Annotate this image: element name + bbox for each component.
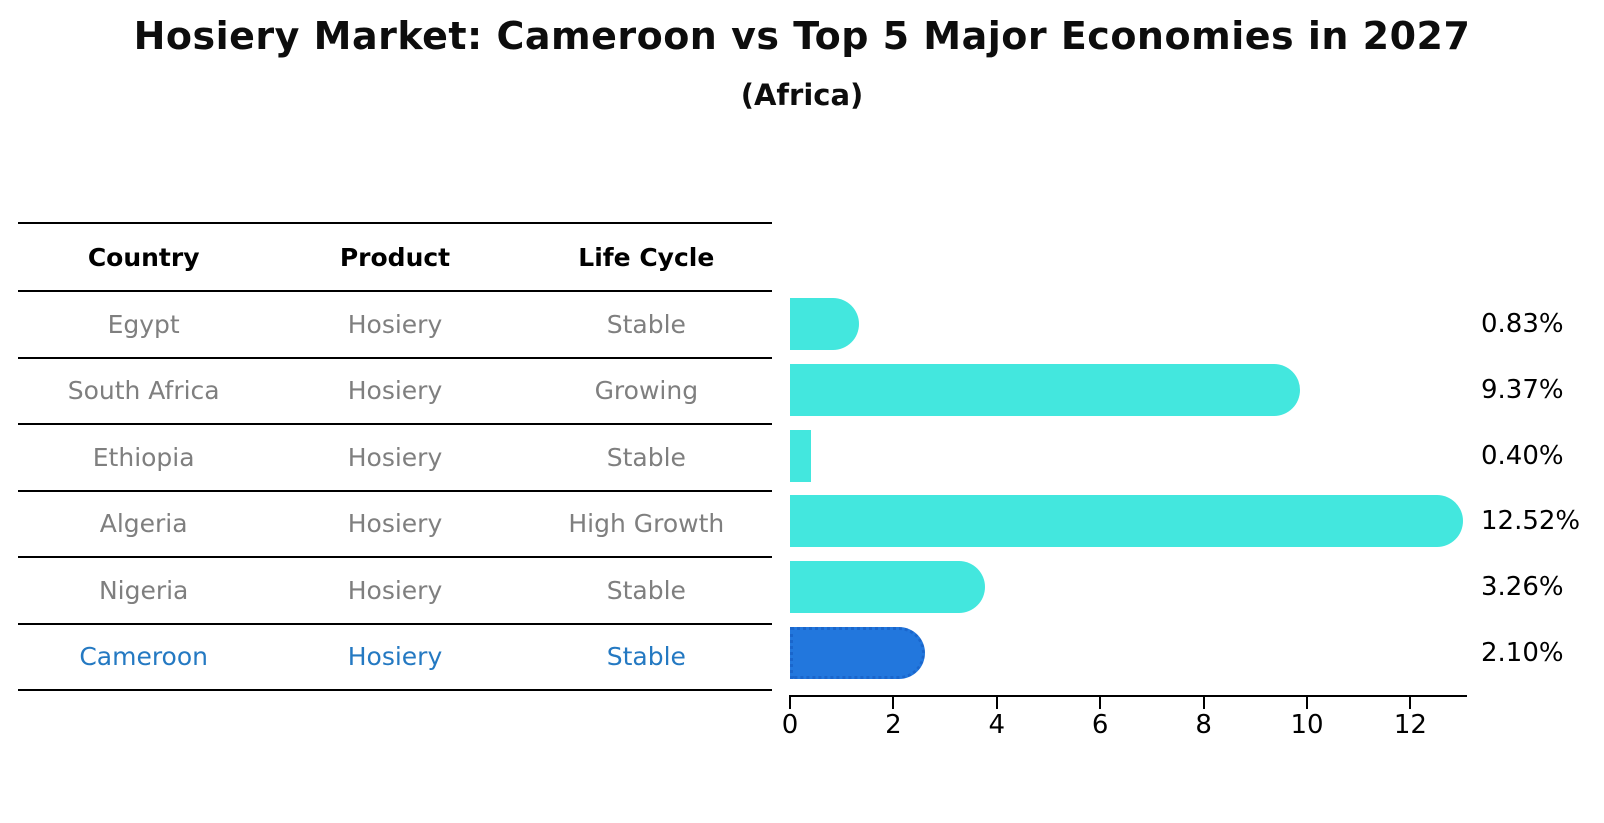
x-axis-tick-mark bbox=[1202, 697, 1205, 709]
table-cell-country: South Africa bbox=[67, 376, 220, 406]
bar-cameroon bbox=[790, 627, 925, 679]
table-cell-country: Algeria bbox=[99, 509, 188, 539]
table-cell-life-cycle: High Growth bbox=[568, 509, 725, 539]
chart-subtitle: (Africa) bbox=[740, 78, 864, 112]
chart-title: Hosiery Market: Cameroon vs Top 5 Major … bbox=[133, 14, 1471, 58]
table-cell-life-cycle: Stable bbox=[606, 575, 686, 605]
bar-algeria bbox=[790, 495, 1463, 548]
table-cell-country: Cameroon bbox=[79, 642, 208, 672]
table-row-nigeria: Nigeria Hosiery Stable bbox=[18, 556, 772, 623]
table-header-life-cycle: Life Cycle bbox=[578, 242, 715, 272]
value-label-egypt: 0.83% bbox=[1481, 309, 1564, 339]
table-header-product: Product bbox=[339, 242, 451, 272]
table-cell-life-cycle: Stable bbox=[606, 642, 686, 672]
x-axis-tick-label: 8 bbox=[1195, 710, 1212, 740]
bar-egypt bbox=[790, 298, 859, 350]
table-cell-product: Hosiery bbox=[347, 642, 443, 672]
table-cell-product: Hosiery bbox=[347, 442, 443, 472]
value-label-algeria: 12.52% bbox=[1481, 506, 1581, 537]
value-label-cameroon: 2.10% bbox=[1481, 638, 1564, 668]
table-body: Egypt Hosiery Stable South Africa Hosiery Gro… bbox=[18, 290, 772, 691]
table-cell-life-cycle: Growing bbox=[594, 376, 699, 406]
x-axis-tick-label: 6 bbox=[1091, 710, 1109, 740]
x-axis-tick-label: 4 bbox=[988, 710, 1006, 740]
value-label-south-africa: 9.37% bbox=[1481, 374, 1564, 405]
x-axis-line bbox=[789, 695, 1467, 697]
table-cell-product: Hosiery bbox=[347, 575, 443, 605]
table-row-south-africa: South Africa Hosiery Growing bbox=[18, 356, 772, 424]
table-cell-country: Nigeria bbox=[98, 575, 189, 605]
table-header-country: Country bbox=[87, 242, 200, 272]
table-cell-product: Hosiery bbox=[347, 509, 443, 539]
table-row-cameroon: Cameroon Hosiery Stable bbox=[18, 622, 772, 690]
bar-ethiopia bbox=[790, 429, 811, 482]
bar-south-africa bbox=[790, 363, 1300, 416]
table-cell-product: Hosiery bbox=[347, 309, 443, 339]
table-row-algeria: Algeria Hosiery High Growth bbox=[18, 489, 772, 557]
table-header-row: Country Product Life Cycle bbox=[18, 222, 772, 290]
x-axis-tick-mark bbox=[1099, 697, 1102, 709]
x-axis-tick-label: 0 bbox=[781, 710, 799, 740]
x-axis-tick-label: 12 bbox=[1393, 710, 1427, 740]
comparison-table: Country Product Life Cycle Egypt Hosiery S… bbox=[18, 222, 772, 691]
x-axis-tick-mark bbox=[1409, 697, 1412, 709]
x-axis-tick-mark bbox=[1306, 697, 1308, 709]
table-cell-life-cycle: Stable bbox=[606, 442, 686, 472]
x-axis-tick-label: 10 bbox=[1290, 710, 1324, 740]
value-label-ethiopia: 0.40% bbox=[1481, 440, 1564, 471]
table-cell-country: Ethiopia bbox=[92, 442, 195, 472]
x-axis-tick-mark bbox=[995, 697, 998, 709]
x-axis-tick-label: 2 bbox=[885, 710, 902, 740]
table-cell-product: Hosiery bbox=[347, 376, 443, 406]
x-axis-tick-mark bbox=[789, 697, 791, 709]
bar-nigeria bbox=[790, 561, 985, 614]
table-cell-country: Egypt bbox=[107, 309, 180, 339]
table-row-egypt: Egypt Hosiery Stable bbox=[18, 290, 772, 357]
table-cell-life-cycle: Stable bbox=[606, 309, 686, 339]
x-axis-tick-mark bbox=[892, 697, 895, 709]
value-label-nigeria: 3.26% bbox=[1481, 572, 1564, 603]
table-row-ethiopia: Ethiopia Hosiery Stable bbox=[18, 423, 772, 490]
